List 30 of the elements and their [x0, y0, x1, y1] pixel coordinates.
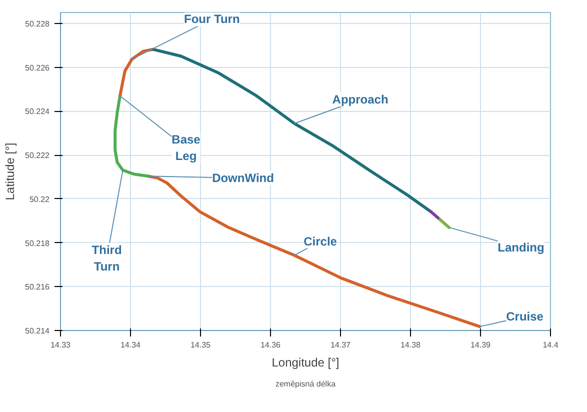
y-axis-title: Latitude [°]: [3, 142, 18, 200]
line-series: [151, 48, 432, 214]
text: zeměpisná délka: [275, 380, 336, 388]
y-tick-label: 50.224: [25, 107, 50, 116]
line-series: [146, 174, 482, 328]
annotation: Third Turn: [92, 242, 122, 274]
annotation: Landing: [498, 240, 544, 254]
annotation: Approach: [332, 92, 388, 106]
x-tick-label: 14.35: [190, 340, 212, 350]
line-series: [114, 94, 150, 178]
y-tick-label: 50.214: [25, 326, 50, 336]
annotation: Base Leg: [172, 132, 201, 164]
x-tick-label: 14.39: [470, 340, 492, 350]
x-tick-label: 14.4: [542, 340, 559, 350]
x-tick-label: 14.33: [50, 340, 72, 350]
annotation: Four Turn: [184, 12, 240, 26]
y-tick-label: 50.216: [25, 282, 50, 292]
x-tick-label: 14.36: [260, 340, 282, 350]
annotation: Cruise: [506, 310, 544, 324]
y-tick-label: 50.222: [25, 151, 50, 160]
y-tick-label: 50.22: [29, 194, 50, 204]
x-tick-label: 14.37: [330, 340, 352, 350]
annotation: DownWind: [212, 171, 274, 186]
x-tick-label: 14.38: [400, 340, 422, 350]
y-tick-label: 50.228: [25, 19, 50, 28]
x-axis-title: Longitude [°]: [272, 356, 340, 370]
x-tick-label: 14.34: [120, 340, 142, 350]
annotation: Circle: [304, 234, 338, 248]
y-tick-label: 50.226: [25, 63, 50, 72]
y-tick-label: 50.218: [25, 238, 50, 248]
